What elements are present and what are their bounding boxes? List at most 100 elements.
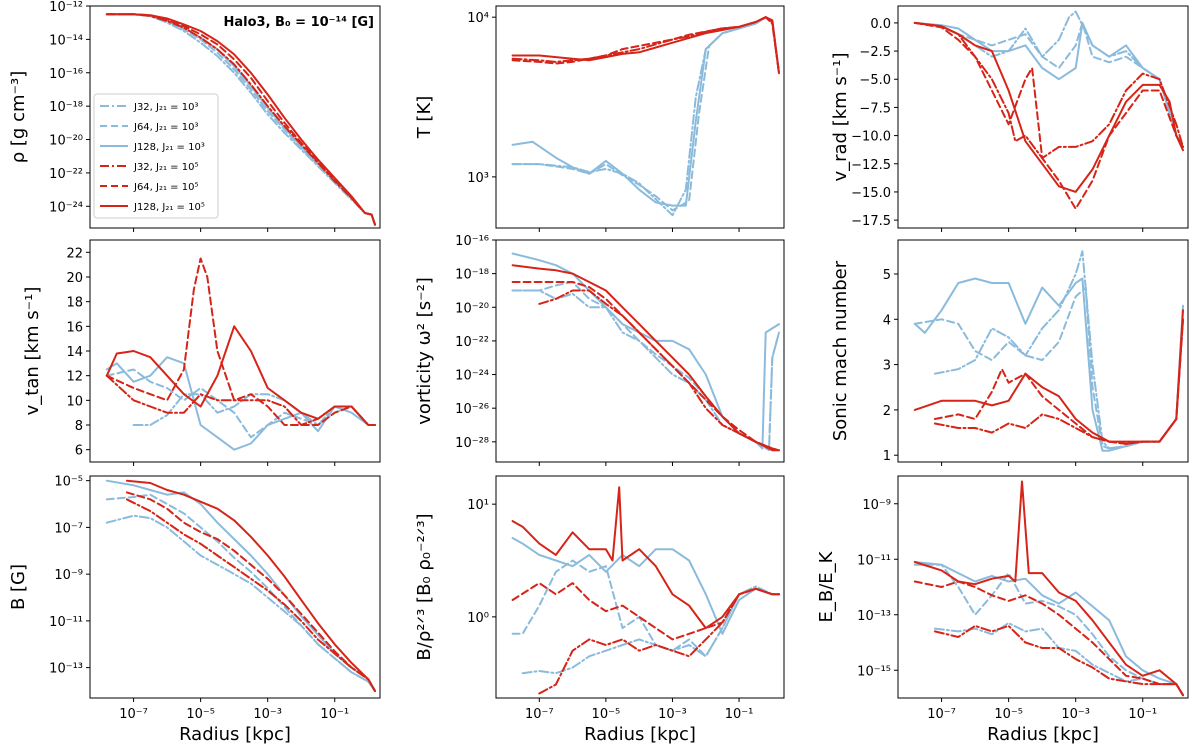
y-tick-label: −15.0 (851, 186, 891, 201)
series-line-vtan-1 (105, 368, 376, 439)
series-line-vtan-5 (105, 325, 376, 426)
axes-frame (897, 475, 1189, 699)
series-line-EBEK-3 (933, 624, 1184, 697)
legend-label: J128, J₂₁ = 10³ (133, 142, 205, 153)
x-tick-label: 10⁻⁵ (186, 707, 215, 722)
y-tick-label: 18 (66, 296, 83, 311)
y-axis-label: ρ [g cm⁻³] (8, 71, 29, 164)
series-group (913, 10, 1184, 210)
panel-EBEK: 10⁻⁹ 10⁻¹¹ 10⁻¹³ 10⁻¹⁵ 10⁻⁷ 10⁻⁵ 10⁻³ 10⁻¹ E_B/E… (816, 475, 1189, 745)
y-tick-label: 20 (66, 271, 83, 286)
panel-vtan: 6 8 10 12 14 16 18 20 22 v_tan [km s⁻¹] (22, 239, 381, 466)
y-tick-label: 10⁻⁹ (862, 498, 891, 513)
y-axis-label: B [G] (8, 564, 29, 610)
y-tick-label: 10⁴ (467, 11, 489, 26)
x-tick-label: 10⁻⁵ (994, 707, 1023, 722)
y-tick-label: 5 (883, 268, 891, 283)
series-line-Brho-5 (511, 486, 780, 630)
annotation: Halo3, B₀ = 10⁻¹⁴ [G] (223, 15, 374, 30)
series-line-mach-2 (913, 277, 1184, 452)
axes-frame (495, 5, 785, 229)
series-line-EBEK-4 (913, 580, 1184, 697)
series-line-B-4 (125, 491, 376, 692)
axes-frame (495, 239, 785, 463)
series-line-EBEK-5 (913, 480, 1184, 697)
y-tick-label: 8 (75, 419, 83, 434)
series-group (511, 486, 780, 695)
axes-frame (897, 5, 1189, 229)
y-tick-label: 16 (66, 320, 83, 335)
panel-vrad: 0.0 −2.5 −5.0 −7.5 −10.0 −12.5 −15.0 −17.5 v_rad… (830, 5, 1189, 232)
y-axis-label: v_tan [km s⁻¹] (22, 287, 43, 416)
x-tick-label: 10⁻³ (658, 707, 687, 722)
series-group (105, 479, 376, 692)
y-tick-label: 10⁻¹⁴ (49, 33, 83, 48)
series-line-vtan-0 (132, 393, 376, 426)
y-tick-label: 12 (66, 370, 83, 385)
series-line-vtan-3 (105, 374, 376, 426)
series-line-vort-5 (511, 264, 780, 452)
y-tick-label: 10¹ (467, 498, 489, 513)
series-line-mach-3 (933, 318, 1184, 445)
x-tick-label: 10⁻⁵ (592, 707, 621, 722)
series-line-T-4 (511, 16, 780, 75)
series-line-B-0 (105, 514, 376, 692)
series-line-T-0 (511, 16, 780, 217)
y-tick-label: 10⁻¹⁶ (49, 67, 83, 82)
series-line-vort-0 (511, 289, 780, 452)
y-tick-label: 10⁻¹⁸ (49, 100, 83, 115)
legend-label: J32, J₂₁ = 10³ (133, 102, 198, 113)
series-line-mach-5 (913, 309, 1184, 443)
y-tick-label: 3 (883, 359, 891, 374)
series-line-B-5 (125, 479, 376, 692)
series-line-mach-4 (933, 318, 1184, 445)
legend-label: J64, J₂₁ = 10³ (133, 122, 198, 133)
series-group (105, 13, 376, 226)
y-tick-label: 10⁻¹³ (49, 662, 83, 677)
panel-mach: 1 2 3 4 5 Sonic mach number (830, 239, 1189, 466)
y-tick-label: 10⁻²⁶ (455, 402, 489, 417)
legend-label: J128, J₂₁ = 10⁵ (133, 202, 205, 213)
y-tick-label: 10⁻¹⁸ (455, 268, 489, 283)
y-tick-label: 10⁰ (467, 611, 489, 626)
y-tick-label: 10⁻²⁰ (455, 301, 489, 316)
y-axis-label: B/ρ²ᐟ³ [B₀ ρ₀⁻²ᐟ³] (414, 513, 435, 660)
y-axis-label: v_rad [km s⁻¹] (830, 52, 851, 181)
x-tick-label: 10⁻⁷ (927, 707, 956, 722)
series-line-T-2 (511, 16, 780, 207)
y-tick-label: 2 (883, 404, 891, 419)
y-tick-label: 10⁻¹⁶ (455, 234, 489, 249)
y-tick-label: 10⁻⁹ (54, 568, 83, 583)
series-line-vtan-4 (105, 257, 376, 426)
series-group (105, 257, 376, 451)
x-tick-label: 10⁻¹ (725, 707, 754, 722)
series-line-vrad-5 (913, 21, 1184, 193)
y-tick-label: 10⁻²² (455, 335, 489, 350)
panel-B: 10⁻⁵ 10⁻⁷ 10⁻⁹ 10⁻¹¹ 10⁻¹³ 10⁻⁷ 10⁻⁵ 10⁻³ 10⁻¹ B … (8, 475, 381, 745)
series-line-EBEK-1 (913, 563, 1184, 697)
y-tick-label: 10⁻²⁸ (455, 436, 489, 451)
y-tick-label: 10⁻²⁴ (49, 200, 83, 215)
series-group (913, 480, 1184, 697)
y-tick-label: −10.0 (851, 130, 891, 145)
series-line-Brho-3 (538, 587, 780, 695)
series-line-T-5 (511, 16, 780, 75)
y-tick-label: 10⁻²⁰ (49, 134, 83, 149)
y-tick-label: 10⁻²² (49, 167, 83, 182)
x-axis-label: Radius [kpc] (179, 724, 291, 745)
series-line-vort-3 (538, 289, 780, 452)
series-line-vrad-2 (913, 21, 1184, 148)
y-tick-label: 10 (66, 394, 83, 409)
legend-label: J32, J₂₁ = 10⁵ (133, 162, 198, 173)
y-tick-label: 6 (75, 444, 83, 459)
panel-vort: 10⁻¹⁶ 10⁻¹⁸ 10⁻²⁰ 10⁻²² 10⁻²⁴ 10⁻²⁶ 10⁻²⁸ vorti… (414, 234, 785, 466)
y-axis-label: E_B/E_K (816, 550, 837, 622)
x-tick-label: 10⁻⁷ (119, 707, 148, 722)
panel-T: 10³ 10⁴ T [K] (414, 5, 785, 232)
series-line-B-3 (125, 498, 376, 692)
y-tick-label: 10⁻¹² (49, 0, 83, 15)
x-tick-label: 10⁻⁷ (525, 707, 554, 722)
y-tick-label: 22 (66, 246, 83, 261)
y-tick-label: 0.0 (870, 17, 891, 32)
